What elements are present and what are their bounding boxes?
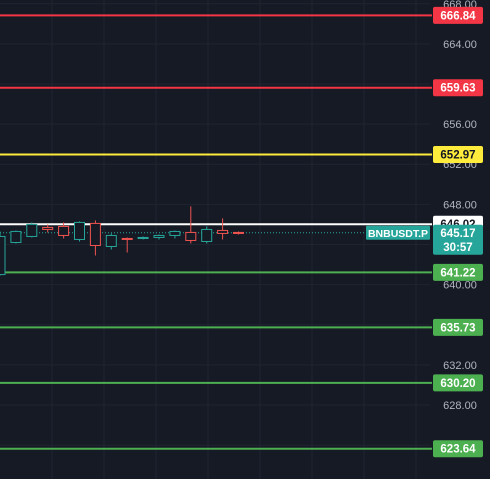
level-price-label: 659.63 — [440, 83, 475, 95]
y-tick-label: 632.00 — [443, 360, 477, 372]
candle-body — [42, 226, 54, 230]
y-tick-label: 628.00 — [443, 400, 477, 412]
last-price-badge — [433, 224, 483, 255]
candle-body — [89, 222, 101, 246]
level-price-badge — [433, 79, 483, 97]
level-price-badge — [433, 374, 483, 392]
chart-grid — [0, 0, 430, 479]
candle-body — [137, 236, 149, 239]
candle-body — [233, 231, 244, 234]
level-price-label: 641.22 — [440, 267, 475, 279]
level-price-badge — [433, 318, 483, 336]
y-tick-label: 664.00 — [443, 39, 477, 51]
level-price-label: 623.64 — [440, 444, 476, 456]
symbol-badge — [366, 225, 430, 240]
y-tick-label: 668.00 — [443, 0, 477, 11]
candle-body — [217, 229, 229, 234]
candle-body — [169, 230, 181, 236]
level-lines — [0, 14, 432, 450]
symbol-label: BNBUSDT.P — [368, 228, 428, 240]
last-price-label: 645.17 — [440, 228, 475, 240]
candle-body — [105, 234, 117, 247]
candle-body — [58, 225, 70, 236]
candle-body — [121, 237, 133, 240]
candle-body — [74, 221, 85, 240]
level-price-badge — [433, 440, 483, 458]
candle-body — [26, 223, 38, 237]
level-price-label: 630.20 — [440, 378, 475, 390]
candle-body — [10, 230, 22, 243]
candle-body — [0, 235, 6, 276]
candle-body — [153, 234, 165, 238]
price-labels: 666.84659.63652.97646.02641.22635.73630.… — [366, 6, 483, 458]
y-tick-label: 656.00 — [443, 119, 477, 131]
level-price-badge — [433, 146, 483, 164]
y-tick-label: 640.00 — [443, 280, 477, 292]
level-price-label: 635.73 — [440, 322, 475, 334]
countdown-label: 30:57 — [443, 242, 472, 254]
y-tick-label: 648.00 — [443, 199, 477, 211]
level-price-label: 666.84 — [440, 10, 476, 22]
level-price-label: 652.97 — [440, 150, 475, 162]
candle-body — [185, 231, 197, 241]
level-price-badge — [433, 263, 483, 281]
candles — [0, 206, 244, 276]
candle-body — [201, 228, 213, 242]
level-price-badge — [433, 6, 483, 24]
